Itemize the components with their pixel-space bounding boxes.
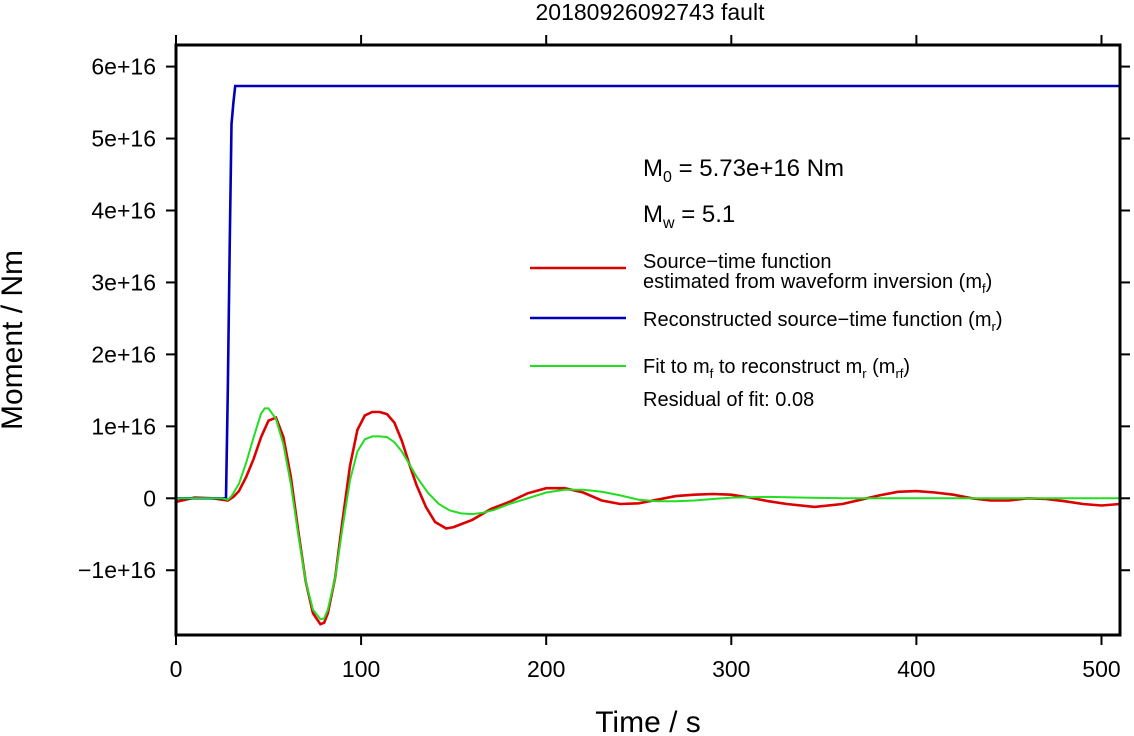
legend-label-source-time-line2-text: estimated from waveform inversion (m — [643, 271, 982, 293]
y-tick-label: 3e+16 — [91, 269, 156, 295]
series-line-source-time-function — [175, 410, 1121, 626]
y-tick-label: 2e+16 — [91, 341, 156, 367]
axis-ticks: 0 100 200 300 400 500 −1e+16 0 1e+16 2e+16 3e+16 4e… — [78, 35, 1130, 682]
annotation-residual: Residual of fit: 0.08 — [643, 389, 814, 411]
legend-label-reconstructed-sub: r — [992, 319, 997, 334]
legend: Source−time function estimated from wave… — [530, 251, 1003, 411]
series-line-fit — [176, 407, 1120, 621]
annotation-m0-symbol: M — [643, 155, 663, 182]
x-tick-label: 500 — [1082, 656, 1120, 682]
annotation-m0: M0 = 5.73e+16 Nm — [643, 155, 844, 186]
y-tick-label: 6e+16 — [91, 54, 156, 80]
legend-label-source-time-line2-sub: f — [982, 281, 986, 296]
legend-label-fit-s2: r — [862, 366, 867, 381]
plot-frame — [174, 43, 1122, 637]
chart-title: 20180926092743 fault — [536, 0, 766, 25]
legend-label-fit-s1: f — [710, 366, 714, 381]
annotation-mw: Mw = 5.1 — [643, 201, 735, 232]
y-tick-label: 0 — [143, 485, 156, 511]
series-line-reconstructed — [176, 84, 1120, 500]
annotation-m0-subscript: 0 — [663, 169, 672, 186]
legend-label-source-time-line1: Source−time function — [643, 251, 831, 273]
legend-label-source-time-line2-close: ) — [986, 271, 993, 293]
x-tick-label: 300 — [712, 656, 750, 682]
y-tick-label: 4e+16 — [91, 197, 156, 223]
legend-label-fit-t2: to reconstruct m — [713, 356, 862, 378]
annotation-m0-value: = 5.73e+16 Nm — [672, 155, 844, 182]
y-axis-title: Moment / Nm — [0, 250, 29, 430]
annotation-mw-subscript: w — [662, 215, 675, 232]
y-tick-label: 5e+16 — [91, 126, 156, 152]
legend-label-reconstructed: Reconstructed source−time function (mr) — [643, 309, 1003, 334]
legend-label-fit-s3: rf — [895, 366, 903, 381]
legend-label-fit-t4: ) — [903, 356, 910, 378]
y-tick-label: −1e+16 — [78, 557, 156, 583]
legend-label-fit: Fit to mf to reconstruct mr (mrf) — [643, 356, 910, 381]
annotation-mw-symbol: M — [643, 201, 663, 228]
x-tick-label: 200 — [527, 656, 565, 682]
x-tick-label: 400 — [897, 656, 935, 682]
annotation-mw-value: = 5.1 — [675, 201, 736, 228]
legend-label-fit-t3: (m — [867, 356, 896, 378]
legend-label-reconstructed-close: ) — [996, 309, 1003, 331]
x-tick-label: 0 — [170, 656, 183, 682]
legend-label-reconstructed-text: Reconstructed source−time function (m — [643, 309, 992, 331]
legend-label-fit-t1: Fit to m — [643, 356, 710, 378]
y-tick-label: 1e+16 — [91, 413, 156, 439]
x-tick-label: 100 — [342, 656, 380, 682]
legend-label-source-time-line2: estimated from waveform inversion (mf) — [643, 271, 992, 296]
x-axis-title: Time / s — [595, 706, 701, 736]
data-curves — [175, 84, 1121, 626]
